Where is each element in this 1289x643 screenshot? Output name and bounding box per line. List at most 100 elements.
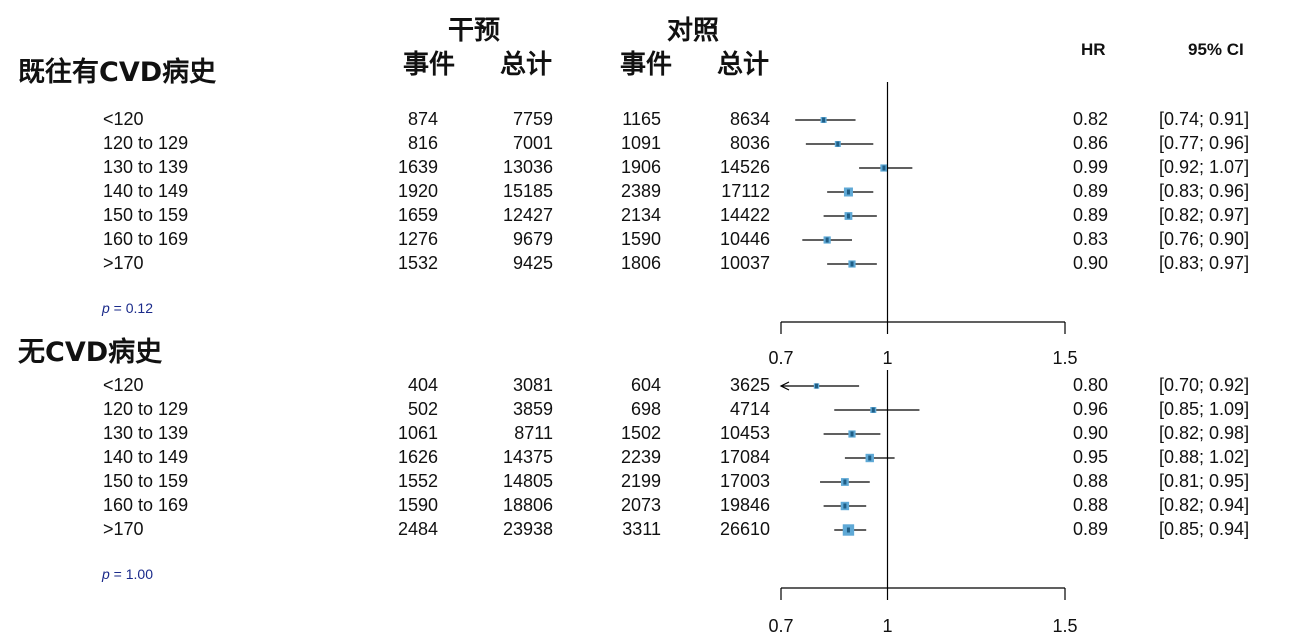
ci-value: [0.88; 1.02] (1159, 447, 1250, 467)
control-events: 2073 (620, 495, 661, 515)
intervention-total: 3081 (512, 375, 553, 395)
hr-value: 0.86 (1073, 133, 1109, 153)
intervention-total: 12427 (502, 205, 553, 225)
intervention-events: 1061 (397, 423, 438, 443)
header-intervention-total: 总计 (500, 50, 553, 80)
hr-value: 0.96 (1073, 399, 1109, 419)
header-intervention: 干预 (448, 16, 501, 46)
ci-value: [0.77; 0.96] (1159, 133, 1250, 153)
intervention-total: 9679 (512, 229, 553, 249)
intervention-total: 14375 (502, 447, 553, 467)
hr-value: 0.99 (1073, 157, 1109, 177)
control-events: 3311 (622, 519, 661, 539)
row-label: 120 to 129 (103, 133, 189, 153)
control-total: 17112 (721, 181, 770, 201)
section-title: 既往有CVD病史 (18, 57, 217, 88)
control-events: 2239 (620, 447, 661, 467)
ci-value: [0.81; 0.95] (1159, 471, 1250, 491)
estimate-point (843, 503, 847, 509)
estimate-point (868, 455, 872, 461)
hr-value: 0.89 (1073, 205, 1109, 225)
estimate-point (822, 117, 826, 123)
intervention-events: 1639 (397, 157, 438, 177)
p-value-symbol: p (102, 566, 110, 582)
intervention-total: 18806 (502, 495, 553, 515)
ci-value: [0.82; 0.98] (1159, 423, 1250, 443)
control-total: 17084 (719, 447, 770, 467)
ci-value: [0.85; 0.94] (1159, 519, 1250, 539)
intervention-total: 3859 (512, 399, 553, 419)
hr-value: 0.88 (1073, 471, 1109, 491)
intervention-total: 23938 (502, 519, 553, 539)
hr-value: 0.90 (1073, 253, 1109, 273)
intervention-events: 1659 (397, 205, 438, 225)
row-label: 150 to 159 (103, 205, 189, 225)
ci-value: [0.76; 0.90] (1159, 229, 1250, 249)
hr-value: 0.83 (1073, 229, 1109, 249)
row-label: <120 (103, 375, 144, 395)
row-label: 130 to 139 (103, 157, 189, 177)
control-total: 19846 (719, 495, 770, 515)
control-events: 2389 (620, 181, 661, 201)
ci-value: [0.85; 1.09] (1159, 399, 1250, 419)
estimate-point (815, 383, 818, 389)
row-label: 120 to 129 (103, 399, 189, 419)
intervention-total: 14805 (502, 471, 553, 491)
hr-value: 0.80 (1073, 375, 1109, 395)
control-events: 698 (630, 399, 661, 419)
control-events: 2199 (620, 471, 661, 491)
intervention-events: 2484 (397, 519, 438, 539)
estimate-point (846, 189, 850, 195)
p-value-text: = 1.00 (109, 566, 153, 582)
row-label: 160 to 169 (103, 495, 189, 515)
hr-value: 0.89 (1073, 181, 1109, 201)
x-tick-label: 1.5 (1052, 616, 1077, 636)
intervention-events: 1920 (397, 181, 438, 201)
intervention-events: 1552 (397, 471, 438, 491)
ci-value: [0.83; 0.97] (1159, 253, 1250, 273)
estimate-point (871, 407, 875, 413)
x-tick-label: 1.5 (1052, 348, 1077, 368)
control-total: 8036 (729, 133, 770, 153)
estimate-point (850, 431, 854, 437)
ci-value: [0.70; 0.92] (1159, 375, 1250, 395)
ci-value: [0.82; 0.97] (1159, 205, 1250, 225)
control-events: 1165 (622, 109, 661, 129)
intervention-total: 13036 (502, 157, 553, 177)
ci-value: [0.82; 0.94] (1159, 495, 1250, 515)
control-events: 1502 (620, 423, 661, 443)
header-control: 对照 (667, 16, 720, 46)
control-events: 1806 (620, 253, 661, 273)
intervention-total: 15185 (502, 181, 553, 201)
hr-value: 0.95 (1073, 447, 1109, 467)
control-total: 10037 (719, 253, 770, 273)
control-events: 1091 (620, 133, 661, 153)
x-tick-label: 1 (882, 348, 892, 368)
section-title: 无CVD病史 (18, 337, 163, 368)
row-label: 160 to 169 (103, 229, 189, 249)
p-value: p = 0.12 (102, 300, 153, 316)
control-events: 604 (630, 375, 661, 395)
hr-value: 0.89 (1073, 519, 1109, 539)
hr-value: 0.90 (1073, 423, 1109, 443)
estimate-point (836, 141, 840, 147)
intervention-events: 404 (407, 375, 438, 395)
header-control-total: 总计 (717, 50, 770, 80)
row-label: 140 to 149 (103, 181, 189, 201)
hr-value: 0.88 (1073, 495, 1109, 515)
intervention-total: 7759 (512, 109, 553, 129)
row-label: >170 (103, 519, 144, 539)
intervention-total: 7001 (512, 133, 553, 153)
x-tick-label: 1 (882, 616, 892, 636)
control-total: 26610 (719, 519, 770, 539)
ci-value: [0.83; 0.96] (1159, 181, 1250, 201)
intervention-events: 1532 (397, 253, 438, 273)
control-total: 14526 (719, 157, 770, 177)
x-tick-label: 0.7 (768, 348, 793, 368)
estimate-point (846, 213, 850, 219)
estimate-point (843, 479, 847, 485)
control-total: 4714 (729, 399, 770, 419)
row-label: <120 (103, 109, 144, 129)
row-label: >170 (103, 253, 144, 273)
